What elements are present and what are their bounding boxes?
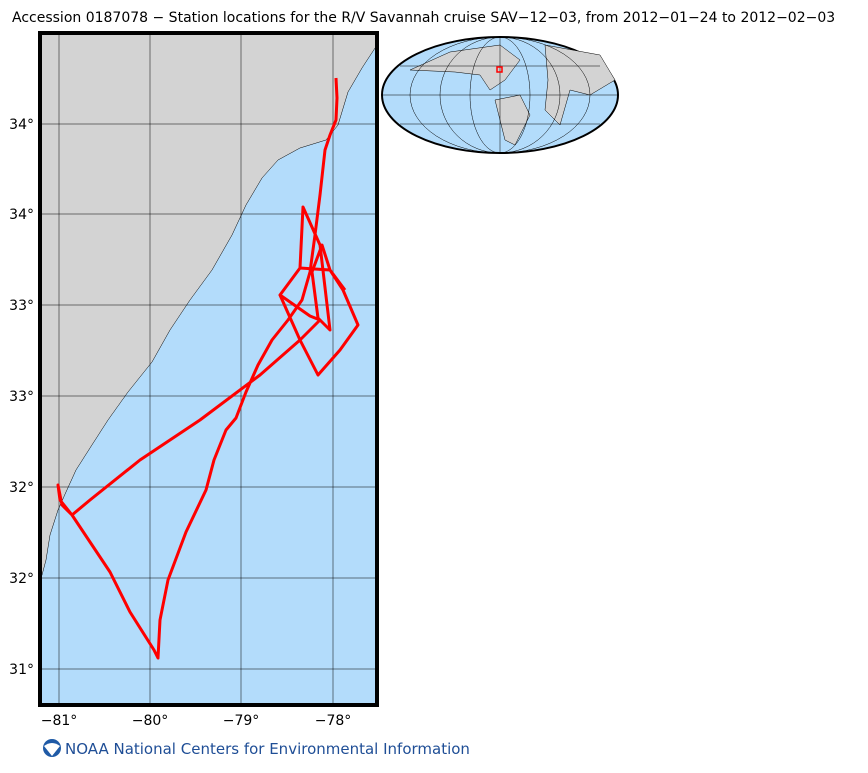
globe-land	[409, 44, 521, 91]
x-axis-labels: −81° −80° −79° −78°	[41, 713, 352, 729]
y-tick-label: 32°	[9, 480, 34, 496]
land	[39, 32, 378, 581]
footer: NOAA National Centers for Environmental …	[65, 740, 470, 758]
main-map	[38, 31, 379, 707]
cruise-track	[56, 77, 360, 660]
x-tick-label: −81°	[41, 713, 78, 729]
y-tick-label: 31°	[9, 662, 34, 678]
map-frame	[38, 31, 379, 707]
logo-bird	[44, 743, 60, 756]
x-tick-label: −80°	[132, 713, 169, 729]
globe-land	[544, 44, 616, 126]
y-tick-label: 32°	[9, 571, 34, 587]
title: Accession 0187078 − Station locations fo…	[12, 10, 835, 26]
y-tick-label: 33°	[9, 389, 34, 405]
y-tick-label: 33°	[9, 298, 34, 314]
inset-globe	[381, 36, 619, 154]
globe-graticule	[382, 36, 618, 154]
globe-locator	[496, 66, 503, 73]
y-tick-label: 34°	[9, 207, 34, 223]
graticule	[40, 33, 377, 705]
globe-land	[494, 94, 531, 146]
noaa-logo	[43, 739, 61, 757]
x-tick-label: −79°	[223, 713, 260, 729]
x-tick-label: −78°	[315, 713, 352, 729]
y-tick-label: 34°	[9, 117, 34, 133]
y-axis-labels: 34° 34° 33° 33° 32° 32° 31°	[9, 117, 34, 678]
